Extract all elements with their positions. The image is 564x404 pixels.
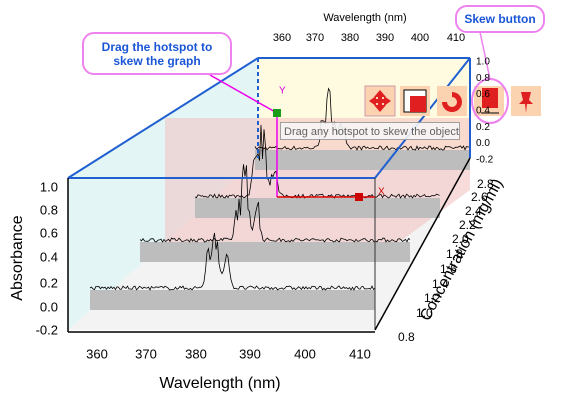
x-top-tick-label: 360 [273,32,291,44]
y-back-tick-label: 1.0 [476,57,490,68]
spectrum-line [89,232,376,291]
y-back-tick-label: 0.4 [476,106,490,117]
x-tick-label: 380 [185,346,207,361]
z-tick-label: 2.2 [459,218,476,232]
axes [67,157,471,333]
x-top-tick-label: 390 [376,32,394,44]
z-tick-label: 2.0 [452,232,469,246]
x-top-tick-label: 370 [306,32,324,44]
y-tick-label: 0.2 [40,275,58,290]
x-tick-label: 370 [135,346,157,361]
z-tick-label: 1.4 [432,277,449,291]
x-top-tick-label: 380 [341,32,359,44]
y-back-tick-label: -0.2 [476,154,494,165]
hotspot-x[interactable] [355,193,363,201]
skew-callout: Skew button [455,5,545,33]
hotspot-callout: Drag the hotspot to skew the graph [82,32,232,75]
z-tick-label: 2.4 [465,204,482,218]
spectrum-line [194,124,440,199]
spectrum-slab [90,290,375,310]
y-tick-label: 1.0 [40,179,58,194]
hotspot-y[interactable] [273,109,281,117]
spectrum-line [139,164,411,243]
y-tick-label: 0.0 [40,299,58,314]
x-top-axis-title: Wavelength (nm) [323,12,406,24]
y-back-tick-label: 0.8 [476,73,490,84]
hotspot-y-label: Y [279,86,286,97]
z-tick-label: 2.6 [471,190,488,204]
z-tick-label: 1.6 [440,262,457,276]
x-tick-label: 360 [86,346,108,361]
z-tick-label: 1.8 [446,247,463,261]
x-tick-label: 410 [349,346,371,361]
z-tick-label: 1.2 [424,291,441,305]
callout-pointer [479,31,491,80]
x-top-tick-label: 400 [411,32,429,44]
spectrum-slab [255,150,470,170]
box-edges [67,57,471,330]
x-tick-label: 400 [294,346,316,361]
z-tick-label: 2.8 [477,177,494,191]
hotspot-x-label: X [378,187,385,198]
z-tick-label: 1.0 [416,306,433,320]
y-back-tick-label: 0.6 [476,89,490,100]
y-tick-label: 0.4 [40,249,58,264]
toolbar [364,85,541,117]
y-back-tick-label: 0.0 [476,138,490,149]
x-axis-title: Wavelength (nm) [159,375,280,392]
y-axis-title: Absorbance [9,215,26,300]
spectrum-slab [195,198,440,218]
spectra [89,87,470,310]
z-tick-label: 0.8 [398,330,415,344]
x-tick-label: 390 [239,346,261,361]
y-tick-label: 0.8 [40,202,58,217]
y-back-tick-label: 0.2 [476,122,490,133]
x-top-tick-label: 410 [447,32,465,44]
tooltip: Drag any hotspot to skew the object [280,122,460,140]
spectrum-line [254,87,470,151]
callout-pointer [209,74,278,114]
spectrum-slab [140,242,410,262]
y-tick-label: 0.6 [40,225,58,240]
y-tick-label: -0.2 [36,322,58,337]
